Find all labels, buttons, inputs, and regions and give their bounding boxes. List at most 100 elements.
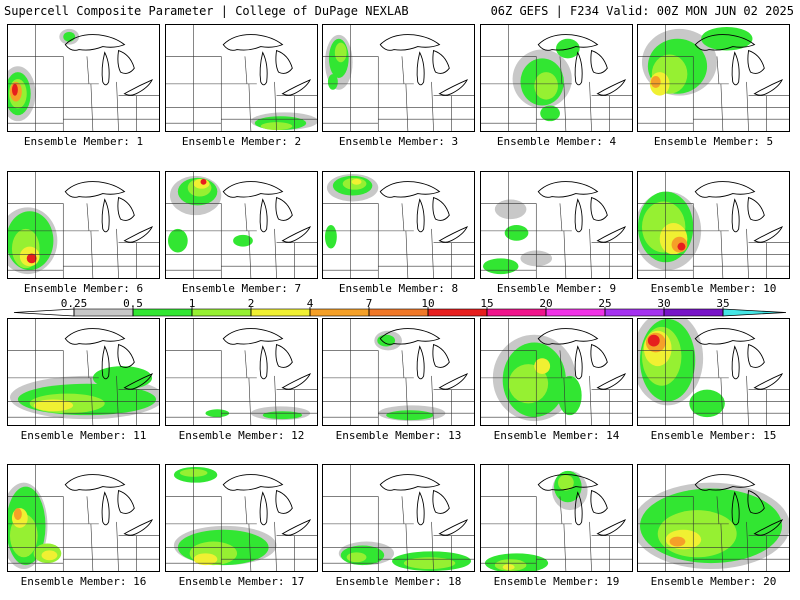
state-border bbox=[401, 56, 405, 84]
state-border bbox=[248, 83, 252, 131]
lake-outline bbox=[537, 181, 599, 198]
ensemble-member-label: Ensemble Member: 16 bbox=[20, 575, 147, 588]
colorbar-tick-label: 7 bbox=[366, 297, 373, 310]
lake-outline bbox=[438, 79, 469, 96]
state-border bbox=[720, 230, 724, 278]
scp-contour-5 bbox=[200, 178, 207, 185]
state-border bbox=[274, 375, 277, 425]
scp-contour-6 bbox=[677, 242, 686, 251]
state-border bbox=[431, 521, 434, 571]
colorbar-low-arrow bbox=[13, 308, 75, 317]
lake-outline bbox=[747, 49, 765, 74]
lake-outline bbox=[590, 343, 608, 368]
scp-contour-2 bbox=[504, 225, 529, 241]
lake-outline bbox=[432, 343, 450, 368]
chart-title: Supercell Composite Parameter | College … bbox=[4, 4, 409, 18]
state-border bbox=[405, 377, 409, 425]
scp-contour-4 bbox=[534, 358, 551, 374]
state-border bbox=[720, 377, 724, 425]
lake-outline bbox=[596, 79, 627, 96]
lake-outline bbox=[259, 491, 268, 526]
scp-map bbox=[323, 465, 474, 571]
lake-outline bbox=[117, 196, 135, 221]
scp-contour-7 bbox=[233, 234, 253, 247]
scp-contour-1 bbox=[205, 409, 230, 418]
ensemble-member-label: Ensemble Member: 3 bbox=[338, 135, 459, 148]
scp-contour-5 bbox=[92, 366, 153, 390]
state-border bbox=[248, 230, 252, 278]
ensemble-member-map-10 bbox=[637, 171, 790, 279]
scp-contour-3 bbox=[482, 258, 519, 275]
scp-contour-4 bbox=[193, 553, 218, 566]
ensemble-member-map-1 bbox=[7, 24, 160, 132]
state-border bbox=[90, 230, 94, 278]
colorbar-segment bbox=[191, 308, 252, 317]
lake-outline bbox=[64, 34, 126, 51]
ensemble-member-label: Ensemble Member: 15 bbox=[650, 429, 777, 442]
state-border bbox=[274, 521, 277, 571]
state-border bbox=[405, 523, 409, 571]
lake-outline bbox=[731, 491, 740, 526]
state-border bbox=[589, 521, 592, 571]
lake-outline bbox=[64, 474, 126, 491]
colorbar-segment bbox=[663, 308, 724, 317]
colorbar-segment bbox=[427, 308, 488, 317]
scp-map bbox=[638, 319, 789, 425]
colorbar-tick-label: 30 bbox=[657, 297, 670, 310]
lake-outline bbox=[694, 34, 756, 51]
scp-contour-7 bbox=[63, 31, 76, 42]
state-border bbox=[401, 496, 405, 524]
lake-outline bbox=[222, 181, 284, 198]
colorbar-tick-label: 15 bbox=[480, 297, 493, 310]
lake-outline bbox=[123, 226, 154, 243]
state-border bbox=[116, 228, 119, 278]
scp-map bbox=[166, 465, 317, 571]
lake-outline bbox=[64, 328, 126, 345]
lake-outline bbox=[281, 373, 312, 390]
scp-map bbox=[481, 25, 632, 131]
scp-map bbox=[481, 172, 632, 278]
state-border bbox=[86, 203, 90, 231]
state-border bbox=[244, 203, 248, 231]
ensemble-member-map-15 bbox=[637, 318, 790, 426]
lake-outline bbox=[574, 491, 583, 526]
lake-outline bbox=[694, 181, 756, 198]
ensemble-member-map-14 bbox=[480, 318, 633, 426]
ensemble-member-map-3 bbox=[322, 24, 475, 132]
scp-contour-5 bbox=[669, 536, 686, 547]
lake-outline bbox=[753, 79, 784, 96]
lake-outline bbox=[438, 519, 469, 536]
colorbar-segment bbox=[545, 308, 606, 317]
lake-outline bbox=[101, 198, 110, 233]
colorbar-segment bbox=[486, 308, 547, 317]
colorbar-tick-label: 25 bbox=[598, 297, 611, 310]
state-border bbox=[431, 81, 434, 131]
lake-outline bbox=[596, 226, 627, 243]
lake-outline bbox=[574, 198, 583, 233]
state-border bbox=[274, 81, 277, 131]
lake-outline bbox=[537, 328, 599, 345]
ensemble-member-label: Ensemble Member: 10 bbox=[650, 282, 777, 295]
state-border bbox=[90, 83, 94, 131]
state-border bbox=[401, 203, 405, 231]
lake-outline bbox=[753, 226, 784, 243]
state-border bbox=[405, 230, 409, 278]
scp-contour-4 bbox=[386, 410, 434, 421]
ensemble-member-label: Ensemble Member: 5 bbox=[653, 135, 774, 148]
ensemble-member-label: Ensemble Member: 11 bbox=[20, 429, 147, 442]
lake-outline bbox=[281, 519, 312, 536]
lake-outline bbox=[259, 51, 268, 86]
color-scale-legend: 0.25 0.5 1 2 4 7 10 15 20 25 30 35 bbox=[0, 297, 800, 323]
lake-outline bbox=[747, 196, 765, 221]
state-border bbox=[405, 83, 409, 131]
lake-outline bbox=[694, 328, 756, 345]
scp-contour-6 bbox=[647, 334, 660, 347]
ensemble-member-map-6 bbox=[7, 171, 160, 279]
lake-outline bbox=[537, 474, 599, 491]
state-border bbox=[589, 81, 592, 131]
ensemble-member-map-9 bbox=[480, 171, 633, 279]
lake-outline bbox=[379, 181, 441, 198]
ensemble-member-map-8 bbox=[322, 171, 475, 279]
lake-outline bbox=[432, 196, 450, 221]
state-border bbox=[720, 523, 724, 571]
